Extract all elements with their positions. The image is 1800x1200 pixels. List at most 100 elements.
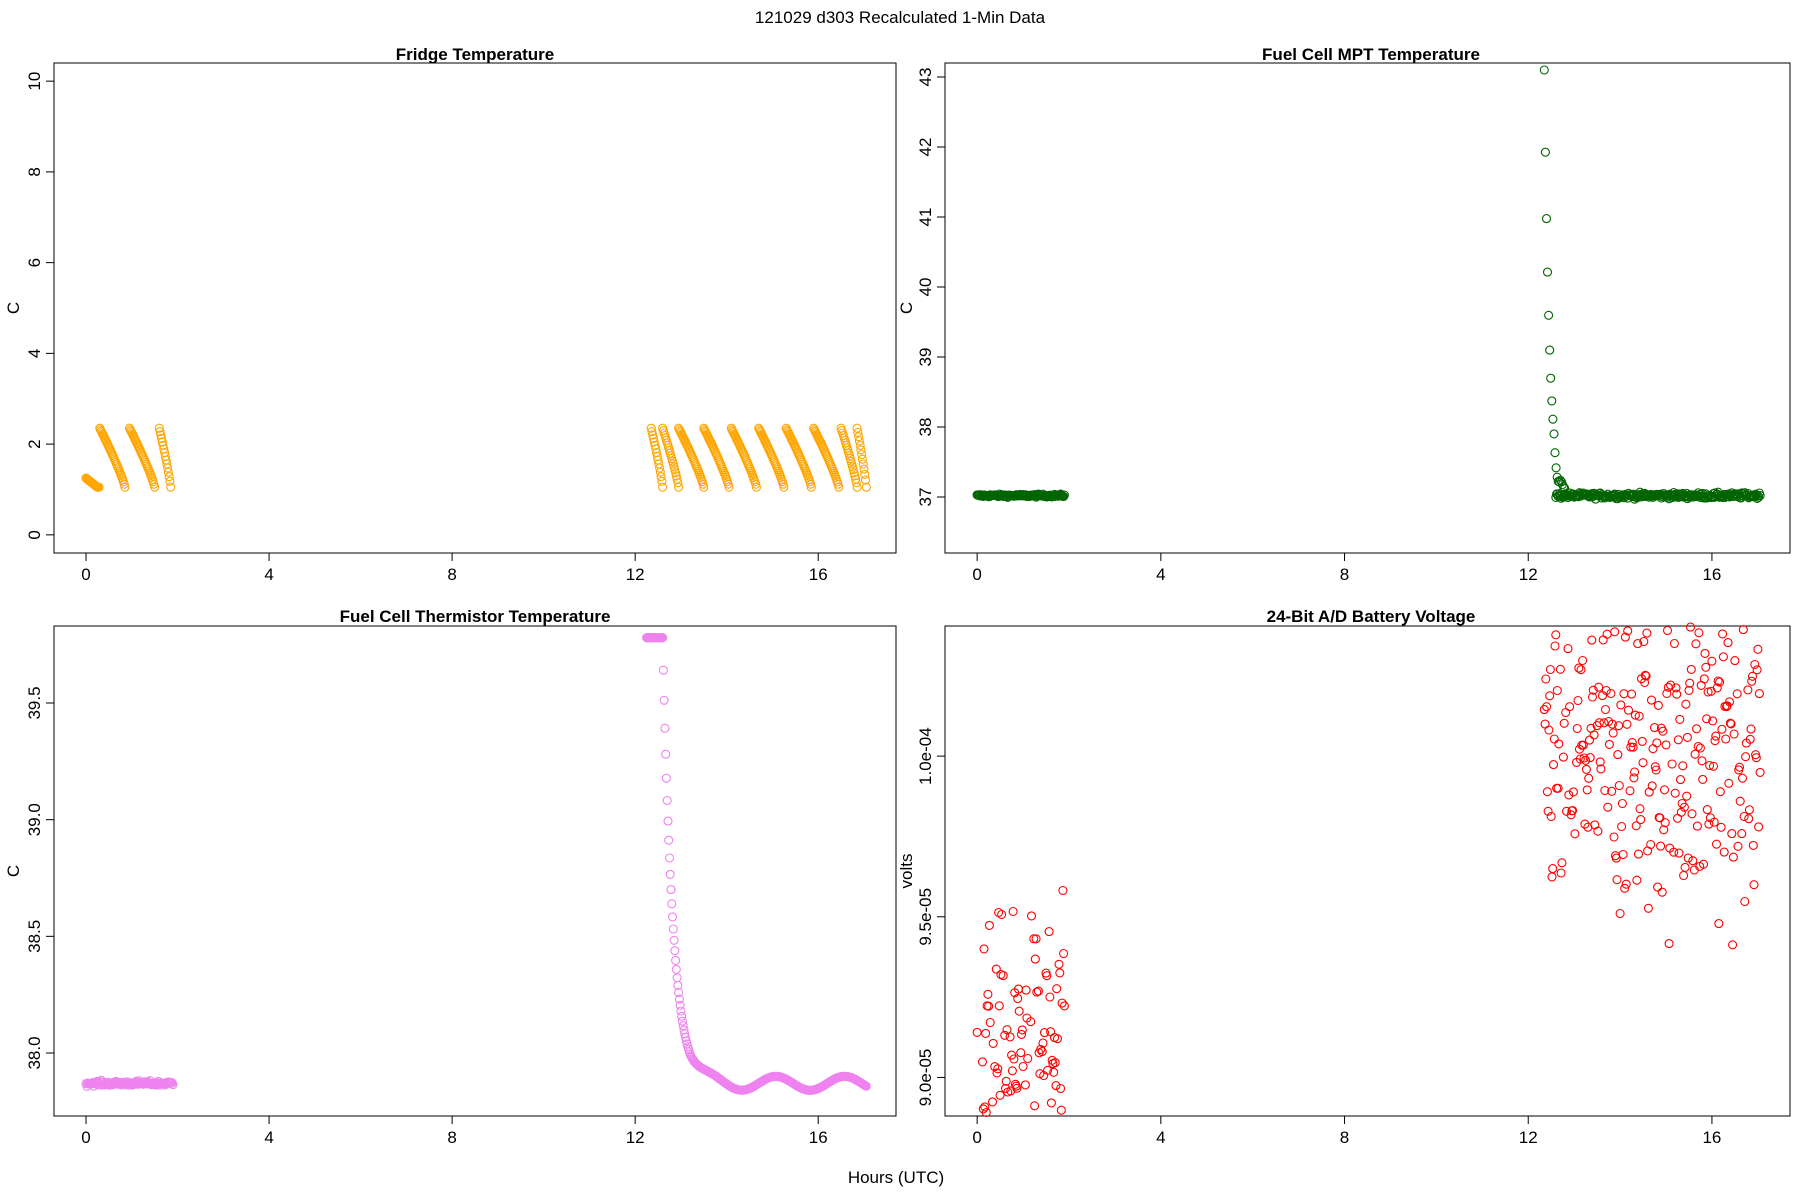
data-point	[1043, 1065, 1053, 1075]
data-point	[1733, 841, 1743, 851]
data-point	[1710, 736, 1720, 746]
data-point	[1646, 839, 1656, 850]
data-point	[1544, 310, 1554, 320]
data-point	[1707, 656, 1717, 666]
data-point	[1751, 489, 1761, 499]
data-point	[751, 482, 761, 492]
data-point	[1657, 887, 1667, 897]
data-point	[1603, 802, 1613, 812]
data-point	[165, 476, 175, 486]
data-point	[1617, 798, 1627, 809]
data-point	[1640, 670, 1650, 680]
data-point	[675, 1000, 685, 1010]
data-point	[1059, 1001, 1069, 1011]
data-point	[1728, 852, 1738, 862]
data-point	[979, 944, 989, 954]
data-point	[1544, 725, 1554, 735]
data-point	[1632, 875, 1642, 885]
data-point	[852, 482, 862, 492]
data-point	[1724, 697, 1735, 707]
data-point	[1030, 1101, 1040, 1111]
data-point	[1658, 726, 1668, 736]
data-point	[1547, 872, 1557, 882]
data-point	[1045, 992, 1055, 1002]
y-tick-label: 43	[916, 68, 935, 87]
data-point	[1744, 805, 1754, 815]
data-point	[1662, 625, 1673, 636]
data-point	[1558, 752, 1568, 762]
data-point	[985, 1017, 995, 1028]
data-point	[1585, 753, 1595, 763]
data-point	[1050, 1058, 1060, 1068]
data-point	[155, 427, 165, 437]
data-point	[988, 1038, 998, 1048]
data-point	[669, 935, 679, 945]
data-point	[1643, 903, 1653, 913]
data-point	[1723, 638, 1733, 648]
data-point	[1735, 796, 1745, 806]
data-point	[648, 433, 659, 443]
data-point	[1595, 757, 1605, 767]
data-point	[860, 469, 870, 479]
data-point	[1564, 790, 1574, 800]
data-point	[1641, 671, 1651, 681]
data-point	[1682, 732, 1692, 742]
data-point	[1633, 639, 1643, 649]
data-point	[1704, 819, 1714, 829]
data-point	[1588, 685, 1598, 695]
data-point	[1727, 829, 1737, 839]
data-point	[1594, 682, 1604, 692]
data-point	[1047, 1055, 1057, 1065]
data-point	[1679, 802, 1689, 812]
data-point	[1721, 734, 1731, 744]
y-tick-label: 42	[916, 138, 935, 157]
data-point	[1623, 705, 1634, 715]
data-point	[1754, 822, 1764, 832]
data-point	[1637, 736, 1647, 746]
data-point	[1754, 492, 1764, 502]
data-point	[1635, 804, 1645, 814]
data-point	[1569, 492, 1579, 502]
panel-fuel-cell-thermistor-temperature: Fuel Cell Thermistor Temperature C 0 4 8 12…	[4, 607, 897, 1147]
data-point	[1725, 718, 1735, 728]
data-point	[156, 433, 167, 443]
data-point	[1587, 692, 1598, 702]
data-point	[1032, 987, 1042, 997]
data-point	[158, 440, 168, 450]
data-point	[1687, 809, 1697, 819]
data-point	[1681, 699, 1691, 709]
data-point	[856, 445, 866, 455]
data-point	[1056, 1083, 1066, 1094]
data-point	[1679, 870, 1689, 881]
data-point	[1628, 742, 1638, 752]
panel-title: Fuel Cell MPT Temperature	[1262, 45, 1480, 64]
data-point	[806, 482, 816, 492]
data-point	[1594, 718, 1604, 728]
data-point	[995, 1090, 1005, 1100]
data-point	[1561, 707, 1571, 718]
data-point	[1678, 761, 1688, 771]
data-point	[1695, 743, 1705, 753]
data-point	[1552, 685, 1562, 696]
data-point	[699, 482, 709, 492]
data-point	[1647, 781, 1657, 791]
data-point	[1550, 448, 1560, 458]
data-point	[1548, 864, 1558, 874]
data-point	[1542, 787, 1552, 797]
y-tick-label: 39.0	[25, 803, 44, 836]
data-point	[855, 440, 865, 450]
data-point	[648, 430, 658, 440]
data-point	[677, 1016, 687, 1026]
data-point	[859, 464, 869, 474]
data-point	[1030, 954, 1040, 964]
data-point	[1020, 1080, 1030, 1090]
data-point	[1702, 714, 1712, 724]
data-point	[1729, 729, 1739, 739]
data-point	[163, 463, 173, 473]
data-point	[1033, 986, 1043, 996]
data-point	[674, 994, 684, 1004]
data-point	[1655, 813, 1665, 823]
data-point	[1012, 1083, 1022, 1093]
data-point	[1549, 429, 1559, 439]
